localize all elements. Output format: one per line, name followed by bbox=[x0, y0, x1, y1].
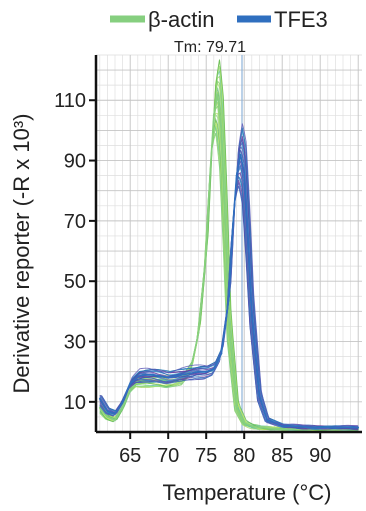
data-point bbox=[231, 226, 234, 228]
data-point bbox=[258, 394, 261, 397]
legend-label-beta-actin: β-actin bbox=[148, 7, 214, 32]
data-point bbox=[205, 250, 208, 252]
data-point bbox=[144, 373, 147, 376]
data-point bbox=[114, 413, 116, 415]
data-point bbox=[197, 331, 200, 334]
data-point bbox=[152, 373, 154, 376]
x-tick-label: 80 bbox=[233, 445, 255, 467]
data-point bbox=[121, 400, 124, 403]
series-tfe3 bbox=[98, 123, 360, 431]
data-point bbox=[182, 373, 185, 376]
x-axis-title: Temperature (°C) bbox=[163, 480, 332, 505]
data-point bbox=[281, 428, 284, 430]
x-tick-label: 85 bbox=[271, 445, 293, 467]
data-point bbox=[247, 235, 249, 237]
data-point bbox=[106, 409, 109, 412]
data-point bbox=[220, 352, 223, 355]
axes bbox=[94, 55, 362, 434]
data-point bbox=[228, 325, 230, 328]
data-point bbox=[209, 174, 211, 177]
y-axis-title: Derivative reporter (-R x 10³) bbox=[9, 114, 34, 394]
x-tick-label: 90 bbox=[309, 445, 331, 467]
x-tick-label: 70 bbox=[157, 445, 179, 467]
data-point bbox=[121, 406, 124, 409]
data-point bbox=[174, 375, 177, 378]
data-point bbox=[224, 219, 227, 222]
data-point bbox=[197, 370, 200, 373]
data-point bbox=[98, 406, 101, 409]
data-point bbox=[235, 406, 238, 409]
y-tick-label: 70 bbox=[64, 211, 86, 233]
y-tick-label: 30 bbox=[64, 332, 86, 354]
data-point bbox=[190, 372, 192, 375]
data-point bbox=[243, 422, 246, 424]
data-point bbox=[129, 382, 132, 385]
data-point bbox=[266, 419, 268, 421]
legend-label-tfe3: TFE3 bbox=[274, 7, 328, 32]
tm-annotation: Tm: 79.71 bbox=[174, 39, 246, 56]
data-point bbox=[212, 114, 215, 117]
legend: β-actin TFE3 bbox=[110, 7, 328, 32]
tick-group: 65 70 75 80 85 90 10 30 50 70 90 110 bbox=[54, 90, 331, 467]
series-line bbox=[99, 94, 359, 430]
data-point bbox=[281, 425, 284, 427]
data-point bbox=[357, 426, 360, 429]
data-point bbox=[205, 370, 208, 373]
y-tick-label: 50 bbox=[64, 271, 86, 293]
data-point bbox=[98, 397, 101, 400]
y-tick-label: 110 bbox=[54, 90, 86, 112]
data-point bbox=[167, 376, 170, 379]
data-point bbox=[228, 295, 230, 298]
series-group bbox=[98, 59, 360, 431]
data-point bbox=[136, 375, 139, 378]
data-point bbox=[220, 129, 223, 132]
data-point bbox=[216, 93, 219, 96]
data-point bbox=[106, 416, 109, 418]
data-point bbox=[235, 174, 238, 177]
data-point bbox=[212, 367, 215, 370]
data-point bbox=[159, 375, 162, 378]
data-point bbox=[129, 388, 132, 391]
data-point bbox=[239, 153, 242, 156]
x-tick-label: 75 bbox=[195, 445, 217, 467]
data-point bbox=[250, 425, 253, 427]
data-point bbox=[258, 426, 261, 429]
data-point bbox=[114, 419, 116, 421]
x-tick-label: 65 bbox=[119, 445, 141, 467]
y-tick-label: 90 bbox=[64, 151, 86, 173]
data-point bbox=[319, 426, 322, 429]
data-point bbox=[243, 171, 246, 174]
data-point bbox=[250, 310, 253, 313]
y-tick-label: 10 bbox=[64, 392, 86, 414]
